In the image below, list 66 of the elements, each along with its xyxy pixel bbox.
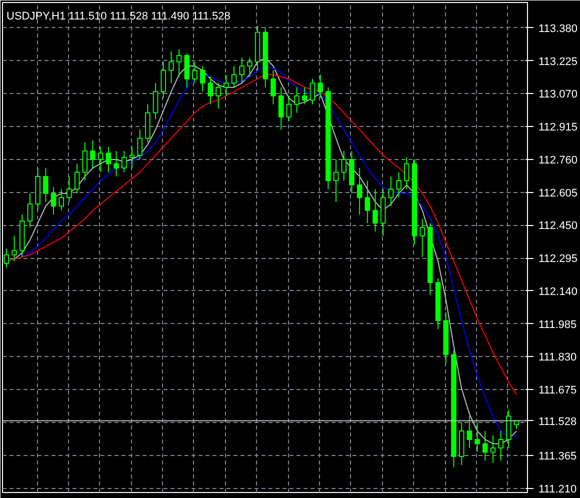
y-tick-label: 112.140 xyxy=(538,286,578,298)
candlestick xyxy=(498,430,504,462)
candlestick xyxy=(302,86,308,105)
candlestick xyxy=(341,150,347,182)
candlestick xyxy=(216,82,221,110)
candlestick xyxy=(168,50,174,84)
candlestick xyxy=(239,57,245,84)
candlestick xyxy=(114,150,119,177)
candlestick xyxy=(482,430,488,462)
candlestick xyxy=(396,172,402,198)
candlestick xyxy=(223,74,229,96)
candlestick xyxy=(137,129,142,160)
y-tick-label: 112.295 xyxy=(538,253,578,266)
candlestick xyxy=(50,186,56,216)
candlestick xyxy=(160,61,166,98)
ref-line-label: 111.528 xyxy=(538,416,577,428)
candlestick xyxy=(231,66,237,88)
y-tick-label: 111.830 xyxy=(538,352,577,364)
y-tick-label: 111.985 xyxy=(538,318,577,331)
candlestick xyxy=(106,146,112,173)
candlestick xyxy=(121,150,127,173)
candlestick xyxy=(43,167,48,202)
candlestick xyxy=(12,235,17,262)
candlestick xyxy=(466,416,472,448)
candlestick xyxy=(318,74,323,98)
candlestick xyxy=(66,176,72,202)
candlestick xyxy=(247,57,252,78)
candlestick xyxy=(278,86,284,130)
y-tick-label: 112.605 xyxy=(538,187,578,200)
candlestick xyxy=(98,146,104,173)
candlestick xyxy=(388,176,394,207)
y-tick-label: 112.760 xyxy=(538,154,578,166)
candlestick xyxy=(286,95,292,122)
y-tick-label: 112.450 xyxy=(538,220,578,232)
candlestick xyxy=(200,66,206,92)
candlestick xyxy=(176,48,182,78)
candlestick xyxy=(90,140,96,168)
candlestick xyxy=(184,52,190,88)
y-tick-label: 113.380 xyxy=(538,22,578,35)
y-tick-label: 112.915 xyxy=(538,122,578,134)
y-tick-label: 113.225 xyxy=(538,56,578,68)
candlestick xyxy=(270,70,276,105)
candlestick xyxy=(129,146,135,168)
candlestick xyxy=(420,218,425,258)
candlestick xyxy=(364,180,370,224)
y-tick-label: 111.365 xyxy=(538,450,577,462)
text: USDJPY,H1 111.510 111.528 111.490 111.528 xyxy=(6,10,230,22)
y-tick-label: 111.675 xyxy=(538,384,577,397)
candlestick xyxy=(506,409,512,448)
candlestick xyxy=(152,82,158,120)
candlestick xyxy=(333,158,339,202)
y-tick-label: 113.070 xyxy=(538,88,578,101)
candlestick xyxy=(310,78,316,105)
candlestick xyxy=(27,192,33,228)
candlestick xyxy=(474,422,480,453)
candlestick xyxy=(74,163,80,194)
candlestick xyxy=(82,142,88,182)
candlestick xyxy=(58,188,64,211)
candlestick xyxy=(356,167,362,216)
candlestick xyxy=(294,86,300,114)
candlestick xyxy=(490,434,496,464)
candlestick xyxy=(404,156,410,190)
candlestick xyxy=(208,76,214,105)
y-tick-label: 111.210 xyxy=(538,483,577,496)
candlestick xyxy=(372,188,378,232)
candlestick xyxy=(192,61,198,84)
